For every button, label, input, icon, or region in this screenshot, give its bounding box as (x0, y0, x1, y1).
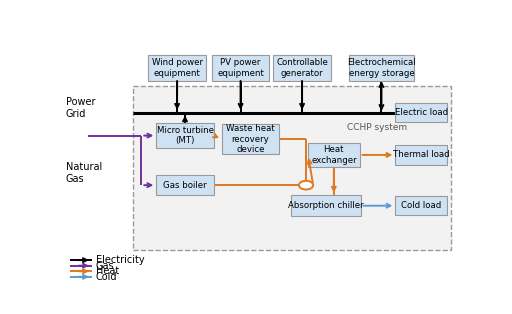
FancyBboxPatch shape (308, 143, 359, 167)
Text: Thermal load: Thermal load (393, 150, 450, 160)
Text: CCHP system: CCHP system (348, 123, 408, 132)
FancyBboxPatch shape (222, 124, 279, 154)
Text: Gas: Gas (96, 261, 114, 271)
Text: Electrochemical
energy storage: Electrochemical energy storage (347, 58, 416, 78)
FancyBboxPatch shape (148, 55, 206, 81)
FancyBboxPatch shape (156, 175, 214, 195)
Text: Heat: Heat (96, 266, 119, 276)
FancyBboxPatch shape (291, 195, 360, 216)
Text: PV power
equipment: PV power equipment (217, 58, 264, 78)
Text: Cold: Cold (96, 272, 117, 282)
FancyBboxPatch shape (134, 86, 451, 251)
FancyBboxPatch shape (395, 103, 447, 122)
Text: Electric load: Electric load (395, 108, 447, 117)
Circle shape (299, 181, 313, 190)
FancyBboxPatch shape (395, 145, 447, 165)
Text: Heat
exchanger: Heat exchanger (311, 145, 357, 165)
Text: Gas boiler: Gas boiler (163, 181, 207, 190)
Text: Natural
Gas: Natural Gas (66, 162, 102, 184)
FancyBboxPatch shape (212, 55, 269, 81)
Text: Micro turbine
(MT): Micro turbine (MT) (157, 126, 214, 145)
Text: Waste heat
recovery
device: Waste heat recovery device (226, 124, 275, 154)
Text: Absorption chiller: Absorption chiller (288, 201, 364, 210)
Text: Cold load: Cold load (401, 201, 441, 210)
Text: Power
Grid: Power Grid (66, 97, 95, 119)
Text: Wind power
equipment: Wind power equipment (152, 58, 203, 78)
Text: Controllable
generator: Controllable generator (276, 58, 328, 78)
FancyBboxPatch shape (156, 123, 214, 148)
FancyBboxPatch shape (273, 55, 331, 81)
FancyBboxPatch shape (395, 196, 447, 215)
Text: Electricity: Electricity (96, 255, 144, 265)
FancyBboxPatch shape (349, 55, 414, 81)
